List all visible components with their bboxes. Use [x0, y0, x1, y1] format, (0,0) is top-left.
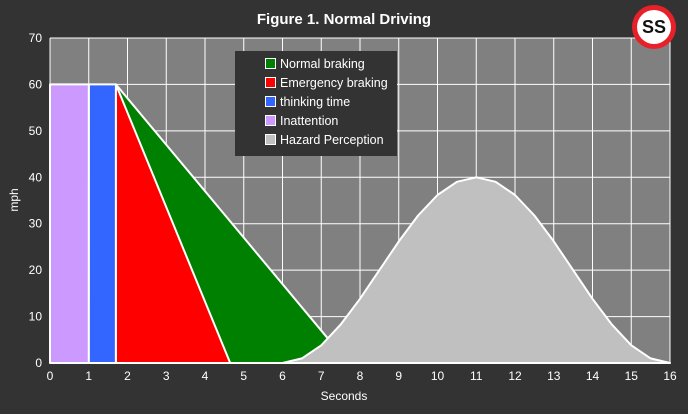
x-tick-label: 4: [202, 369, 209, 383]
x-axis-label: Seconds: [321, 389, 368, 403]
y-tick-label: 20: [29, 263, 43, 277]
logo-text: SS: [637, 10, 671, 44]
legend-label: thinking time: [280, 94, 351, 109]
x-tick-label: 14: [586, 369, 600, 383]
ss-logo: SS: [632, 5, 676, 49]
legend-item: Inattention: [235, 111, 397, 130]
legend-item: Emergency braking: [235, 73, 397, 92]
x-tick-label: 1: [85, 369, 92, 383]
series-area-inattention: [49, 83, 90, 364]
x-tick-label: 0: [47, 369, 54, 383]
series-area-thinking-time: [87, 83, 117, 364]
x-tick-label: 12: [508, 369, 522, 383]
x-tick-label: 2: [124, 369, 131, 383]
legend-label: Emergency braking: [280, 75, 388, 90]
series-marks: [49, 83, 671, 364]
x-tick-label: 6: [279, 369, 286, 383]
legend-item: Hazard Perception: [235, 130, 397, 149]
y-tick-label: 60: [29, 77, 43, 91]
x-tick-label: 10: [431, 369, 445, 383]
chart-title: Figure 1. Normal Driving: [257, 11, 431, 28]
x-tick-label: 16: [663, 369, 677, 383]
legend-swatch: [265, 134, 276, 145]
legend-label: Normal braking: [280, 56, 365, 71]
y-tick-label: 10: [29, 310, 43, 324]
x-tick-label: 13: [547, 369, 561, 383]
y-tick-label: 0: [35, 356, 42, 370]
x-tick-label: 9: [395, 369, 402, 383]
legend-item: Normal braking: [235, 54, 397, 73]
x-tick-label: 3: [163, 369, 170, 383]
x-tick-label: 15: [625, 369, 639, 383]
legend-swatch: [265, 77, 276, 88]
legend-label: Inattention: [280, 113, 339, 128]
x-tick-label: 7: [318, 369, 325, 383]
y-tick-label: 40: [29, 170, 43, 184]
legend-swatch: [265, 115, 276, 126]
series-area-hazard-perception: [281, 176, 671, 364]
y-tick-label: 50: [29, 124, 43, 138]
y-axis-label: mph: [7, 188, 21, 211]
y-tick-label: 70: [29, 31, 43, 45]
x-tick-label: 8: [357, 369, 364, 383]
x-tick-label: 5: [240, 369, 247, 383]
x-tick-label: 11: [470, 369, 483, 383]
y-tick-label: 30: [29, 217, 43, 231]
legend-swatch: [265, 58, 276, 69]
legend-label: Hazard Perception: [280, 132, 384, 147]
legend: Normal braking Emergency braking thinking …: [235, 51, 397, 156]
legend-swatch: [265, 96, 276, 107]
legend-item: thinking time: [235, 92, 397, 111]
